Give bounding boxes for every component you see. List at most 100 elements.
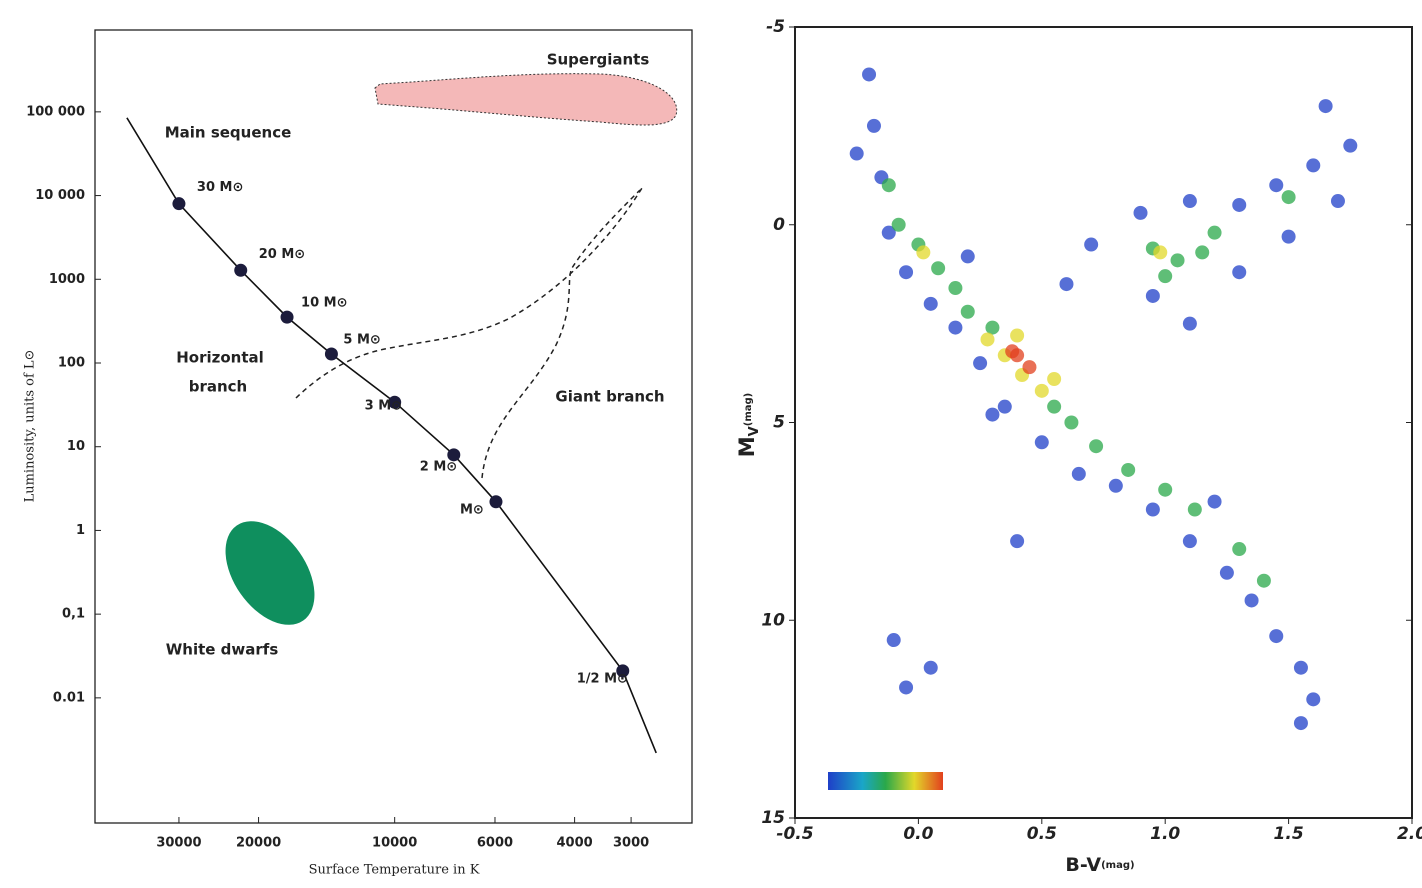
star-point	[1208, 226, 1222, 240]
star-point	[1232, 198, 1246, 212]
star-point	[1146, 503, 1160, 517]
star-point	[1257, 574, 1271, 588]
star-marker	[234, 264, 247, 277]
page: {"chart_data": [ {"type": "line", "log_x…	[0, 0, 1422, 884]
star-point	[981, 332, 995, 346]
star-point	[924, 661, 938, 675]
star-point	[1047, 400, 1061, 414]
star-point	[998, 400, 1012, 414]
colorbar	[828, 772, 943, 790]
y-tick-label: 10	[67, 439, 85, 454]
star-point	[961, 305, 975, 319]
star-point	[1331, 194, 1345, 208]
star-point	[1146, 289, 1160, 303]
star-point	[1047, 372, 1061, 386]
y-tick-label: 10	[761, 610, 785, 630]
star-point	[1035, 435, 1049, 449]
annotation: Main sequence	[165, 124, 292, 142]
star-point	[1121, 463, 1135, 477]
star-point	[1022, 360, 1036, 374]
star-point	[1183, 534, 1197, 548]
y-axis-label-sub: V	[747, 426, 762, 436]
star-point	[1282, 230, 1296, 244]
star-point	[1109, 479, 1123, 493]
x-tick-label: 0.5	[1027, 824, 1057, 844]
x-tick-label: 2.0	[1397, 824, 1422, 844]
star-point	[1134, 206, 1148, 220]
star-point	[1153, 245, 1167, 259]
star-point	[1294, 661, 1308, 675]
star-point	[1010, 328, 1024, 342]
star-point	[931, 261, 945, 275]
star-point	[887, 633, 901, 647]
y-tick-label: -5	[766, 17, 785, 37]
star-point	[1269, 629, 1283, 643]
star-point	[961, 249, 975, 263]
y-axis-label-unit: (mag)	[743, 393, 754, 426]
star-point	[948, 321, 962, 335]
star-point	[1232, 542, 1246, 556]
supergiants-region	[375, 74, 677, 125]
x-axis-label: Surface Temperature in K	[309, 863, 480, 878]
annotation: branch	[189, 378, 248, 396]
x-tick-label: 10000	[372, 836, 417, 851]
x-tick-label: 6000	[477, 836, 513, 851]
x-tick-label: 4000	[557, 836, 593, 851]
x-tick-label: 1.0	[1150, 824, 1180, 844]
star-point	[1059, 277, 1073, 291]
star-point	[1195, 245, 1209, 259]
star-point	[916, 245, 930, 259]
y-tick-label: 0	[773, 215, 785, 235]
x-axis-label-unit: (mag)	[1101, 860, 1134, 871]
chart: Supergiants Main sequence Horizontal bra…	[0, 0, 1422, 884]
star-point	[899, 680, 913, 694]
y-tick-label: 100	[58, 355, 85, 370]
star-point	[1035, 384, 1049, 398]
star-point	[948, 281, 962, 295]
y-tick-label: 100 000	[26, 104, 85, 119]
star-point	[1294, 716, 1308, 730]
star-point	[1064, 416, 1078, 430]
star-point	[862, 67, 876, 81]
point-label: M⊙	[460, 502, 484, 517]
y-tick-label: 0,1	[62, 607, 85, 622]
star-point	[1010, 534, 1024, 548]
star-point	[1306, 158, 1320, 172]
annotation: Giant branch	[555, 388, 664, 406]
star-marker	[325, 348, 338, 361]
giant-branch-track	[482, 190, 640, 478]
star-point	[882, 178, 896, 192]
x-tick-label: 20000	[236, 836, 281, 851]
star-point	[1269, 178, 1283, 192]
plot-frame	[95, 30, 692, 823]
white-dwarfs-region	[207, 505, 333, 641]
point-label: 2 M⊙	[420, 459, 457, 474]
annotation: White dwarfs	[166, 641, 279, 659]
annotation: Horizontal	[176, 349, 264, 367]
star-point	[892, 218, 906, 232]
point-label: 30 M⊙	[197, 180, 243, 195]
star-point	[1183, 194, 1197, 208]
y-axis-label-main: M	[735, 436, 759, 457]
star-point	[1220, 566, 1234, 580]
x-axis-label: B-V(mag)	[1065, 854, 1134, 876]
star-point	[1306, 692, 1320, 706]
y-tick-label: 0.01	[53, 690, 85, 705]
star-point	[985, 408, 999, 422]
annotation: Supergiants	[547, 51, 650, 69]
x-tick-label: 1.5	[1274, 824, 1304, 844]
point-label: 20 M⊙	[259, 247, 305, 262]
star-point	[1319, 99, 1333, 113]
y-tick-label: 5	[773, 413, 785, 433]
y-axis-label: MV(mag)	[735, 393, 762, 457]
y-tick-label: 1000	[49, 272, 85, 287]
star-point	[1171, 253, 1185, 267]
star-point	[973, 356, 987, 370]
star-point	[1084, 238, 1098, 252]
star-point	[1158, 269, 1172, 283]
star-point	[1188, 503, 1202, 517]
star-point	[899, 265, 913, 279]
x-tick-label: 3000	[613, 836, 649, 851]
star-marker	[281, 311, 294, 324]
star-point	[1183, 317, 1197, 331]
